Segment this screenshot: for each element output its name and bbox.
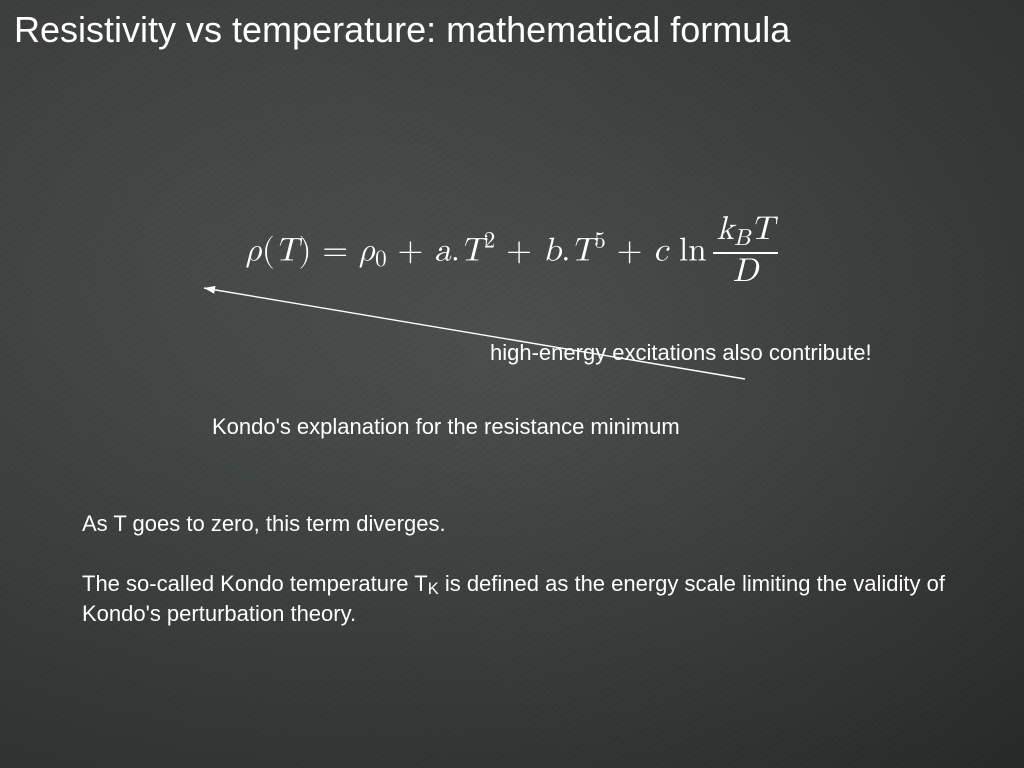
paragraph-kondo-temperature: The so-called Kondo temperature TK is de… [82, 570, 984, 627]
slide: Resistivity vs temperature: mathematical… [0, 0, 1024, 768]
plus1: + [387, 234, 435, 267]
kbt-t: T [750, 213, 774, 246]
plus3: + [606, 234, 654, 267]
slide-title: Resistivity vs temperature: mathematical… [14, 10, 984, 50]
resistivity-formula: ρ(T) = ρ0 + a.T2 + b.T5 + c lnkBTD [0, 215, 1024, 292]
kb-k: k [717, 213, 734, 246]
coef-c: c [653, 234, 668, 267]
t2-exp: 2 [484, 230, 496, 253]
p2-sub-k: K [428, 580, 439, 598]
formula-lhs-arg: T [275, 234, 299, 267]
frac-den: D [733, 255, 758, 288]
formula-lhs-rho: ρ [246, 234, 262, 267]
coef-b: b [543, 234, 561, 267]
paragraph-divergence: As T goes to zero, this term diverges. [82, 510, 984, 538]
annotation-kondo-explanation: Kondo's explanation for the resistance m… [212, 414, 680, 440]
coef-a: a [434, 234, 451, 267]
t5-base: T [570, 234, 594, 267]
rho0-base: ρ [359, 234, 375, 267]
kb-b: B [734, 227, 750, 250]
formula-eq: = [311, 234, 359, 267]
t5-exp: 5 [594, 230, 606, 253]
annotation-high-energy: high-energy excitations also contribute! [490, 340, 872, 366]
rho0-sub: 0 [375, 248, 387, 271]
ln: ln [679, 234, 707, 267]
plus2: + [495, 234, 543, 267]
dot1: . [451, 234, 460, 267]
p2-part-a: The so-called Kondo temperature T [82, 571, 428, 596]
t2-base: T [460, 234, 484, 267]
kbt-over-d-fraction: kBTD [713, 213, 779, 290]
